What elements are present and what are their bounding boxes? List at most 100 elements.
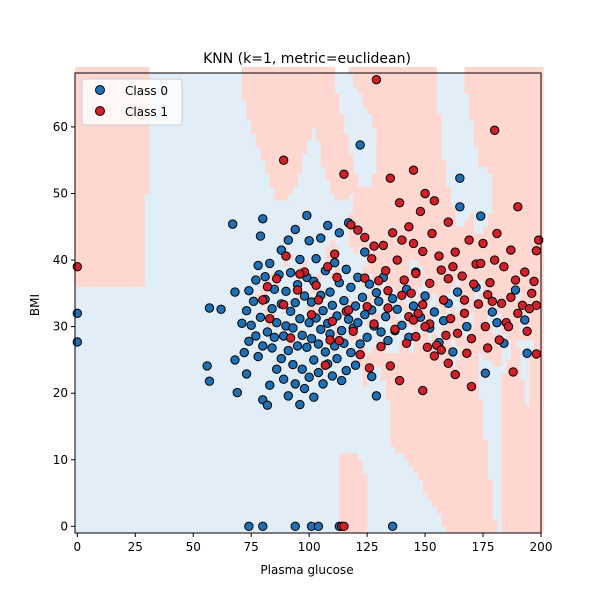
decision-cell-class-1 bbox=[520, 426, 526, 434]
point-class-0 bbox=[367, 371, 377, 382]
decision-cell-class-1 bbox=[408, 180, 414, 188]
decision-cell-class-1 bbox=[302, 120, 308, 128]
decision-cell-class-1 bbox=[84, 186, 90, 194]
decision-cell-class-1 bbox=[469, 526, 475, 534]
decision-cell-class-1 bbox=[376, 100, 382, 108]
decision-cell-class-1 bbox=[288, 93, 294, 101]
decision-cell-class-1 bbox=[496, 346, 502, 354]
decision-cell-class-1 bbox=[98, 140, 104, 148]
decision-cell-class-1 bbox=[487, 339, 493, 347]
decision-cell-class-1 bbox=[441, 453, 447, 461]
decision-cell-class-1 bbox=[88, 180, 94, 188]
decision-cell-class-1 bbox=[371, 273, 377, 281]
decision-cell-class-1 bbox=[487, 273, 493, 281]
decision-cell-class-1 bbox=[445, 246, 451, 254]
decision-cell-class-1 bbox=[320, 153, 326, 161]
decision-cell-class-1 bbox=[529, 193, 535, 201]
decision-cell-class-1 bbox=[524, 240, 530, 248]
decision-cell-class-1 bbox=[473, 100, 479, 108]
decision-cell-class-1 bbox=[325, 140, 331, 148]
decision-cell-class-1 bbox=[348, 499, 354, 507]
point-class-0 bbox=[341, 264, 351, 275]
decision-cell-class-1 bbox=[534, 466, 539, 474]
decision-cell-class-1 bbox=[464, 260, 470, 268]
decision-cell-class-1 bbox=[483, 506, 488, 514]
decision-cell-class-1 bbox=[126, 246, 131, 254]
decision-cell-class-1 bbox=[292, 180, 298, 188]
decision-cell-class-1 bbox=[390, 439, 396, 447]
x-tick-label: 100 bbox=[298, 540, 321, 554]
decision-cell-class-1 bbox=[139, 220, 145, 228]
decision-cell-class-1 bbox=[492, 93, 498, 101]
decision-cell-class-1 bbox=[112, 153, 118, 161]
decision-cell-class-1 bbox=[404, 393, 410, 401]
decision-cell-class-1 bbox=[441, 446, 447, 454]
decision-cell-class-1 bbox=[524, 126, 530, 134]
decision-cell-class-1 bbox=[79, 153, 85, 161]
point-class-0 bbox=[251, 331, 261, 341]
decision-cell-class-1 bbox=[418, 220, 424, 228]
decision-cell-class-1 bbox=[464, 253, 470, 261]
decision-cell-class-1 bbox=[390, 133, 396, 141]
decision-cell-class-1 bbox=[330, 133, 335, 141]
decision-cell-class-1 bbox=[107, 146, 113, 154]
decision-cell-class-1 bbox=[121, 206, 127, 214]
decision-cell-class-1 bbox=[524, 466, 530, 474]
decision-cell-class-1 bbox=[529, 186, 535, 194]
decision-cell-class-1 bbox=[427, 260, 433, 268]
decision-cell-class-1 bbox=[399, 73, 405, 81]
decision-cell-class-1 bbox=[135, 160, 141, 168]
point-class-1 bbox=[397, 235, 407, 245]
decision-cell-class-1 bbox=[515, 166, 521, 174]
decision-cell-class-1 bbox=[478, 246, 484, 254]
decision-cell-class-1 bbox=[339, 133, 345, 141]
decision-cell-class-1 bbox=[510, 133, 516, 141]
decision-cell-class-1 bbox=[459, 366, 465, 374]
decision-cell-class-1 bbox=[506, 206, 512, 214]
point-class-0 bbox=[288, 359, 298, 370]
decision-cell-class-1 bbox=[520, 200, 526, 208]
decision-cell-class-1 bbox=[371, 359, 377, 367]
decision-cell-class-1 bbox=[116, 246, 122, 254]
decision-cell-class-1 bbox=[385, 220, 391, 228]
point-class-0 bbox=[362, 332, 372, 342]
decision-cell-class-1 bbox=[529, 100, 535, 108]
decision-cell-class-1 bbox=[302, 260, 308, 268]
point-class-0 bbox=[343, 314, 354, 325]
decision-cell-class-1 bbox=[506, 306, 512, 314]
decision-cell-class-1 bbox=[93, 173, 99, 181]
decision-cell-class-1 bbox=[269, 113, 275, 121]
decision-cell-class-1 bbox=[93, 253, 99, 261]
point-class-1 bbox=[323, 262, 333, 272]
decision-cell-class-1 bbox=[385, 246, 391, 254]
decision-cell-class-1 bbox=[102, 253, 108, 261]
decision-cell-class-1 bbox=[79, 226, 85, 234]
decision-cell-class-1 bbox=[478, 67, 484, 74]
decision-cell-class-1 bbox=[496, 280, 502, 287]
decision-cell-class-1 bbox=[469, 246, 475, 254]
decision-cell-class-1 bbox=[98, 206, 104, 214]
decision-cell-class-1 bbox=[422, 379, 428, 387]
decision-cell-class-1 bbox=[455, 266, 461, 274]
decision-cell-class-1 bbox=[107, 133, 113, 141]
decision-cell-class-1 bbox=[487, 266, 493, 274]
decision-cell-class-1 bbox=[510, 120, 516, 128]
decision-cell-class-1 bbox=[413, 186, 419, 194]
decision-cell-class-1 bbox=[510, 126, 516, 134]
decision-cell-class-1 bbox=[418, 86, 424, 94]
decision-cell-class-1 bbox=[408, 459, 414, 467]
decision-cell-class-1 bbox=[478, 473, 484, 481]
decision-cell-class-1 bbox=[529, 433, 535, 441]
decision-cell-class-1 bbox=[492, 153, 498, 161]
decision-cell-class-1 bbox=[320, 126, 326, 134]
decision-cell-class-1 bbox=[93, 186, 99, 194]
decision-cell-class-1 bbox=[510, 173, 516, 181]
decision-cell-class-1 bbox=[445, 353, 451, 361]
decision-cell-class-1 bbox=[506, 313, 512, 321]
decision-cell-class-1 bbox=[311, 67, 317, 74]
decision-cell-class-1 bbox=[274, 73, 280, 81]
decision-cell-class-1 bbox=[496, 306, 502, 314]
decision-cell-class-1 bbox=[483, 260, 488, 268]
decision-cell-class-1 bbox=[478, 113, 484, 121]
decision-cell-class-1 bbox=[367, 200, 373, 208]
